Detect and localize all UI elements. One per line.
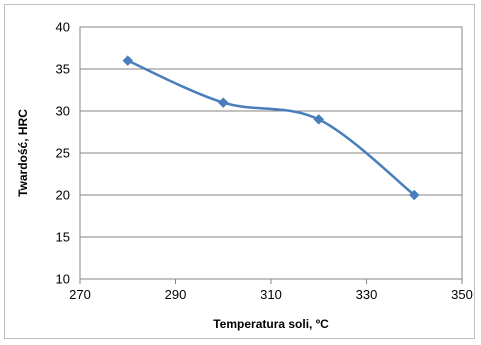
data-point-marker — [408, 189, 420, 201]
y-axis-title: Twardość, HRC — [16, 109, 30, 197]
x-tick-label: 350 — [451, 287, 473, 302]
x-tick-label: 310 — [260, 287, 282, 302]
x-tick-label: 270 — [69, 287, 91, 302]
x-tick-label: 290 — [165, 287, 187, 302]
data-point-marker — [122, 55, 134, 66]
y-tick-label: 20 — [56, 188, 70, 203]
data-point-marker — [217, 97, 229, 108]
y-tick-label: 40 — [56, 20, 70, 35]
data-point-marker — [313, 114, 325, 125]
x-tick-label: 330 — [356, 287, 378, 302]
x-axis-title: Temperatura soli, ºC — [213, 317, 329, 331]
y-tick-label: 10 — [56, 272, 70, 287]
x-tick-labels: 270 290 310 330 350 — [69, 279, 473, 302]
y-tick-label: 15 — [56, 230, 70, 245]
chart-area — [4, 4, 475, 339]
data-markers — [122, 55, 420, 201]
y-tick-labels: 10 15 20 25 30 35 40 — [56, 20, 70, 287]
series-line — [126, 59, 416, 197]
y-tick-label: 35 — [56, 62, 70, 77]
y-tick-label: 30 — [56, 104, 70, 119]
y-tick-label: 25 — [56, 146, 70, 161]
